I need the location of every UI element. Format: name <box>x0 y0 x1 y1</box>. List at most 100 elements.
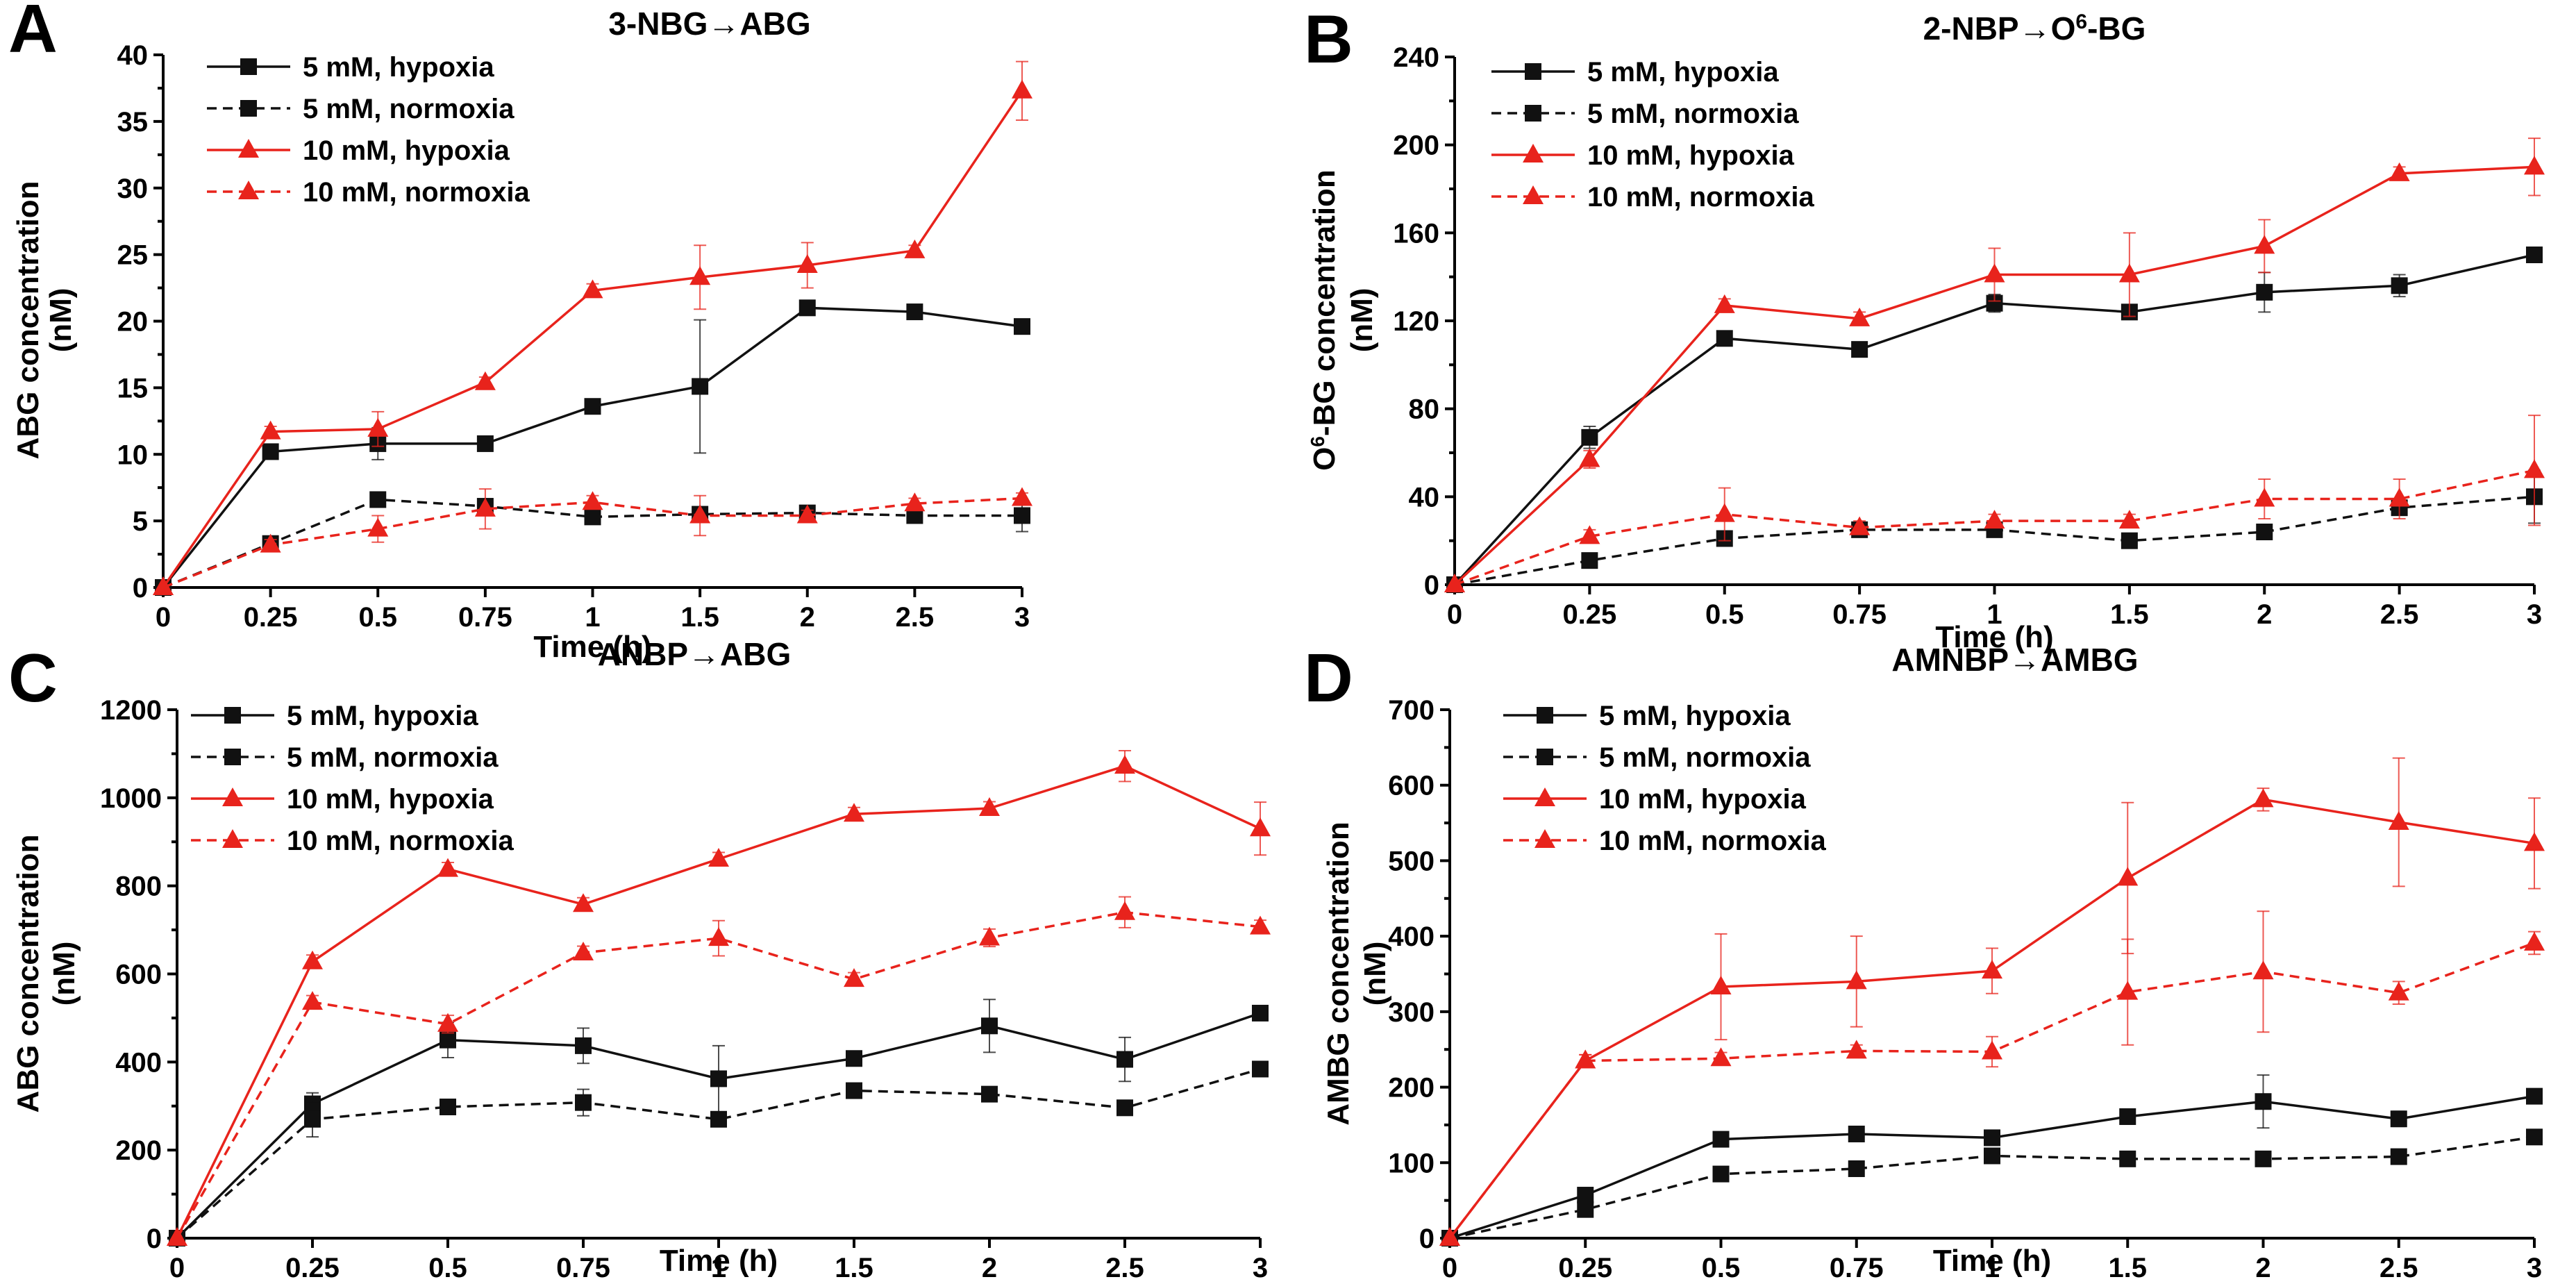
data-point <box>708 927 729 947</box>
data-point <box>1250 915 1271 935</box>
series-10-mm-normoxia <box>153 487 1032 595</box>
data-point <box>2121 532 2138 549</box>
data-point <box>2526 1087 2543 1105</box>
x-tick-label: 0 <box>1442 1253 1457 1281</box>
data-point <box>1848 1125 1865 1142</box>
x-tick-label: 2.5 <box>1105 1253 1144 1281</box>
legend-marker <box>224 707 241 724</box>
data-point <box>2117 981 2139 1000</box>
y-tick-label: 25 <box>117 240 149 271</box>
x-tick-label: 0 <box>1447 599 1462 630</box>
data-point <box>689 266 711 285</box>
x-tick-label: 1.5 <box>2108 1253 2147 1281</box>
panel-letter: B <box>1304 1 1353 77</box>
data-point <box>1579 525 1600 544</box>
data-point <box>369 491 387 508</box>
y-tick-label: 200 <box>115 1135 162 1166</box>
x-tick-label: 1 <box>711 1253 726 1281</box>
data-point <box>367 517 389 537</box>
data-point <box>302 991 323 1010</box>
data-point <box>2524 459 2545 478</box>
data-point <box>2524 832 2545 851</box>
data-point <box>2119 1108 2136 1125</box>
series-line <box>176 910 1261 1239</box>
data-point <box>575 1037 592 1054</box>
data-point <box>1116 1051 1133 1068</box>
data-point <box>1581 428 1598 446</box>
data-point <box>1577 1201 1594 1218</box>
x-tick-label: 3 <box>1014 602 1030 633</box>
data-point <box>1439 1227 1460 1246</box>
x-tick-label: 2.5 <box>2380 599 2419 630</box>
x-tick-label: 2 <box>2255 1253 2270 1281</box>
legend-label: 5 mM, hypoxia <box>287 701 478 731</box>
y-axis-label: O6-BG concentration <box>1307 169 1342 471</box>
legend-marker <box>224 749 241 765</box>
series-5-mm-hypoxia <box>1441 1074 2543 1247</box>
y-tick-label: 10 <box>117 440 149 470</box>
data-point <box>846 1050 862 1067</box>
y-tick-label: 5 <box>133 506 148 537</box>
x-tick-label: 3 <box>2527 1253 2542 1281</box>
data-point <box>692 378 709 395</box>
legend-marker <box>240 100 257 117</box>
data-point <box>1014 507 1030 524</box>
legend-marker <box>238 139 259 158</box>
x-axis-label: Time (h) <box>1935 620 2053 654</box>
x-tick-label: 1 <box>1984 1253 2000 1281</box>
data-point <box>1012 487 1032 506</box>
y-tick-label: 300 <box>1388 997 1435 1028</box>
panel-letter: D <box>1304 640 1353 716</box>
data-point <box>1984 1147 2000 1165</box>
data-point <box>304 1110 321 1128</box>
y-tick-label: 15 <box>117 373 149 403</box>
x-tick-label: 3 <box>2527 599 2542 630</box>
y-tick-label: 0 <box>1419 1224 1435 1254</box>
y-tick-label: 600 <box>1388 771 1435 801</box>
data-point <box>2256 524 2273 540</box>
data-point <box>1846 970 1867 990</box>
data-point <box>906 303 923 321</box>
series-10-mm-hypoxia <box>1444 137 2545 592</box>
data-point <box>796 253 818 273</box>
x-axis-label: Time (h) <box>533 630 651 664</box>
legend-marker <box>238 181 259 199</box>
data-point <box>846 1082 862 1099</box>
legend: 5 mM, hypoxia 5 mM, normoxia 10 mM, hypoxi… <box>191 701 515 856</box>
legend-label: 10 mM, normoxia <box>287 826 515 856</box>
x-tick-label: 1.5 <box>2110 599 2149 630</box>
y-tick-label: 40 <box>1409 482 1440 512</box>
data-point <box>1252 1004 1269 1022</box>
data-point <box>2390 1110 2407 1128</box>
legend-marker <box>1537 749 1553 765</box>
y-tick-label: 40 <box>117 40 149 71</box>
y-axis-unit: (nM) <box>1358 942 1392 1006</box>
y-tick-label: 800 <box>115 872 162 902</box>
chart-panel-c: C ANBP→ABG 0 0.25 0.5 0.75 1 1.5 2 2.5 3 0 200 400 600… <box>8 636 1271 1283</box>
data-point <box>262 443 279 460</box>
legend-label: 10 mM, normoxia <box>1599 826 1827 856</box>
data-point <box>2526 1128 2543 1146</box>
data-point <box>437 858 458 877</box>
data-point <box>2256 283 2273 301</box>
data-point <box>167 1227 187 1246</box>
x-tick-label: 2 <box>800 602 815 633</box>
data-point <box>1116 1099 1133 1117</box>
data-point <box>1114 755 1135 774</box>
chart-title: ANBP→ABG <box>598 636 792 672</box>
x-tick-label: 0.5 <box>358 602 397 633</box>
x-tick-label: 2.5 <box>2380 1253 2418 1281</box>
legend-marker <box>1534 787 1555 806</box>
data-point <box>1849 516 1871 535</box>
y-axis-label: ABG concentration <box>11 181 45 460</box>
data-point <box>1114 901 1135 920</box>
data-point <box>2388 981 2409 1001</box>
legend-label: 5 mM, normoxia <box>303 94 515 124</box>
data-point <box>260 420 281 440</box>
data-point <box>2255 1093 2272 1110</box>
legend-marker <box>1523 144 1544 162</box>
y-tick-label: 100 <box>1388 1148 1435 1178</box>
y-tick-label: 160 <box>1393 218 1439 249</box>
legend-marker <box>1525 63 1541 80</box>
data-point <box>979 797 1000 817</box>
